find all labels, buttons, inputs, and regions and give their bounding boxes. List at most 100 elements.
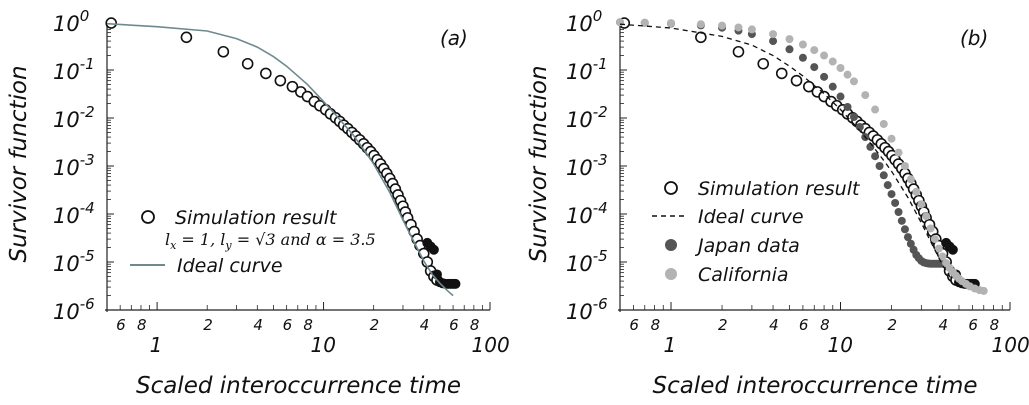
- y-tick-exponent: -6: [593, 295, 608, 313]
- panel-label: (a): [440, 26, 468, 50]
- y-tick-base: 10: [53, 252, 80, 276]
- data-point: [769, 37, 778, 46]
- panel-label: (b): [960, 26, 988, 50]
- series-line: [619, 23, 952, 279]
- x-minor-tick-label: 4: [769, 316, 779, 334]
- data-point: [894, 148, 903, 157]
- data-point: [718, 21, 727, 30]
- data-point: [871, 105, 880, 114]
- y-tick-base: 10: [566, 204, 593, 228]
- data-point: [696, 20, 705, 29]
- data-point: [217, 45, 230, 58]
- data-point: [855, 122, 864, 131]
- data-point: [836, 92, 845, 101]
- data-point: [450, 278, 461, 289]
- x-minor-tick-label: 6: [116, 316, 126, 334]
- y-tick-exponent: -2: [80, 103, 95, 121]
- legend-parameter-note: lx = 1, ly = √3 and α = 3.5: [165, 230, 376, 252]
- y-tick-label: 10-3: [53, 151, 95, 180]
- y-tick-base: 10: [566, 60, 593, 84]
- y-tick-base: 10: [53, 60, 80, 84]
- y-tick-base: 10: [566, 252, 593, 276]
- y-tick-exponent: -5: [593, 247, 608, 265]
- data-point: [883, 181, 892, 190]
- data-point: [274, 74, 287, 87]
- series-3: [616, 18, 947, 268]
- math-part: l: [220, 230, 225, 249]
- series-line: [106, 22, 454, 297]
- y-tick-exponent: -1: [593, 55, 608, 73]
- data-point: [849, 77, 858, 86]
- y-tick-label: 100: [566, 7, 602, 36]
- x-minor-tick-label: 6: [283, 316, 293, 334]
- data-point: [906, 239, 915, 248]
- x-minor-tick-label: 4: [253, 316, 263, 334]
- x-minor-tick-label: 2: [888, 316, 898, 334]
- data-point: [734, 23, 743, 32]
- y-tick-base: 10: [53, 300, 80, 324]
- x-minor-tick-label: 6: [968, 316, 978, 334]
- y-tick-label: 10-5: [566, 247, 608, 276]
- x-major-tick-label: 10: [311, 333, 336, 357]
- y-tick-label: 10-2: [53, 103, 95, 132]
- data-point: [428, 244, 439, 255]
- data-point: [798, 53, 807, 62]
- data-point: [875, 162, 884, 170]
- data-point: [979, 286, 988, 295]
- data-point: [879, 171, 888, 180]
- data-point: [105, 17, 118, 29]
- x-minor-tick-label: 8: [651, 316, 661, 334]
- x-axis-title: Scaled interoccurrence time: [136, 373, 461, 399]
- data-point: [667, 19, 676, 28]
- x-major-tick-label: 100: [472, 333, 510, 357]
- legend-label: Ideal curve: [177, 255, 283, 277]
- y-tick-exponent: -3: [80, 151, 95, 169]
- data-point: [897, 216, 906, 225]
- x-minor-tick-label: 8: [470, 316, 480, 334]
- data-point: [903, 233, 912, 242]
- y-tick-label: 10-1: [566, 55, 608, 84]
- data-point: [900, 162, 909, 170]
- x-major-tick-label: 1: [150, 333, 163, 357]
- y-tick-exponent: -2: [593, 103, 608, 121]
- data-point: [922, 212, 931, 221]
- data-point: [926, 224, 935, 233]
- data-point: [775, 67, 788, 80]
- data-point: [820, 51, 829, 60]
- legend-label: Simulation result: [698, 178, 861, 200]
- legend-label: Japan data: [694, 235, 800, 257]
- x-minor-tick-label: 8: [990, 316, 1000, 334]
- x-major-tick-label: 1: [664, 333, 677, 357]
- data-point: [790, 74, 803, 87]
- data-point: [887, 134, 896, 143]
- y-tick-label: 100: [53, 7, 89, 36]
- series-4: [616, 18, 988, 295]
- series-layer: [105, 17, 461, 297]
- legend-marker-filled-circle: [665, 268, 677, 280]
- data-point: [871, 152, 880, 161]
- data-point: [849, 112, 858, 121]
- y-tick-base: 10: [53, 156, 80, 180]
- data-point: [180, 31, 193, 44]
- y-tick-exponent: -5: [80, 247, 95, 265]
- y-tick-exponent: 0: [80, 7, 90, 25]
- data-point: [260, 67, 272, 80]
- data-point: [785, 45, 794, 54]
- y-tick-exponent: -4: [593, 199, 608, 217]
- math-part: l: [165, 230, 170, 249]
- data-point: [900, 225, 909, 234]
- math-subscript: y: [224, 239, 232, 252]
- x-minor-tick-label: 6: [629, 316, 639, 334]
- y-tick-base: 10: [566, 12, 593, 36]
- y-tick-base: 10: [53, 204, 80, 228]
- data-point: [732, 45, 745, 58]
- data-point: [912, 187, 921, 196]
- y-tick-exponent: -6: [80, 295, 95, 313]
- series-layer: [616, 17, 988, 295]
- x-minor-tick-label: 8: [303, 316, 313, 334]
- math-subscript: x: [170, 239, 177, 252]
- data-point: [810, 63, 819, 72]
- data-point: [934, 244, 943, 253]
